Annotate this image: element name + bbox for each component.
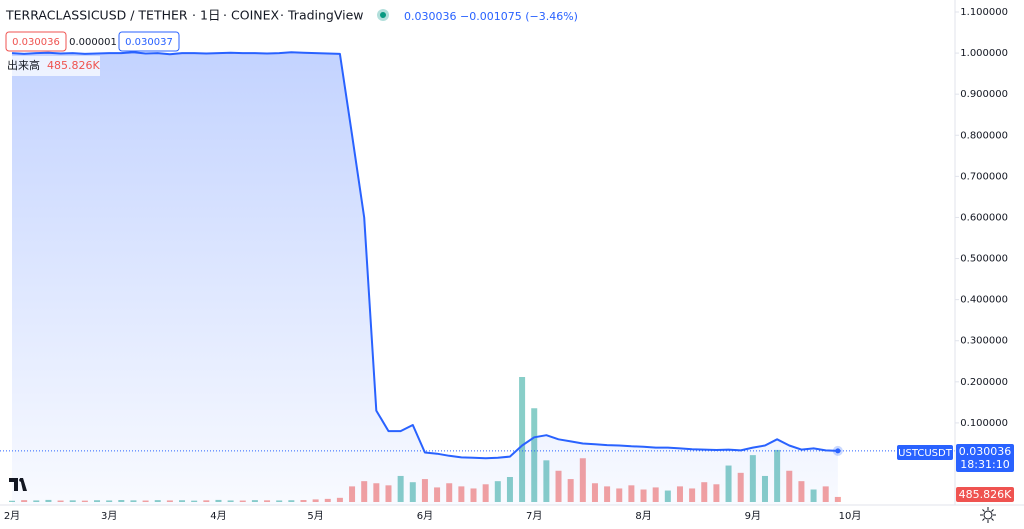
sep: · <box>192 8 196 23</box>
logo-dot <box>19 478 23 482</box>
sep: · <box>223 8 227 23</box>
exchange: COINEX <box>231 8 280 23</box>
y-tick-label: 0.800000 <box>960 130 1008 141</box>
source: TradingView <box>287 8 364 23</box>
x-tick-label: 2月 <box>4 510 20 522</box>
sep: · <box>280 8 284 23</box>
last-price: 0.030036 <box>404 10 457 23</box>
sun-core <box>983 510 993 520</box>
volume-tag <box>956 487 1014 502</box>
status-dot <box>380 12 386 18</box>
sun-rays <box>980 507 996 523</box>
volume-label: 出来高 <box>7 58 40 72</box>
price-line <box>11 51 838 460</box>
price-tag-text: 0.030036 <box>959 445 1012 458</box>
price-tag <box>956 444 1014 472</box>
price-change: −0.001075 (−3.46%) <box>460 10 578 23</box>
volume-bar <box>519 377 526 502</box>
y-tick-label: 0.200000 <box>960 377 1008 388</box>
symbol-tag <box>897 445 953 460</box>
y-tick-label: 0.900000 <box>960 89 1008 100</box>
sell-box[interactable] <box>5 31 67 52</box>
y-tick-label: 1.100000 <box>960 7 1008 18</box>
settings-icon[interactable] <box>980 507 996 523</box>
volume-legend-bg <box>2 56 100 76</box>
plot <box>0 51 955 506</box>
symbol: TERRACLASSICUSD / TETHER <box>5 8 188 23</box>
interval: 1日 <box>200 8 220 23</box>
last-point <box>835 448 841 454</box>
x-tick-label: 5月 <box>307 510 323 522</box>
volume-tag-text: 485.826K <box>959 488 1012 501</box>
y-tick-label: 0.400000 <box>960 295 1008 306</box>
volume-value: 485.826K <box>47 59 100 72</box>
spread: 0.000001 <box>69 37 117 48</box>
sell-price: 0.030036 <box>12 37 60 48</box>
x-tick-label: 7月 <box>526 510 542 522</box>
x-tick-label: 4月 <box>210 510 226 522</box>
x-tick-label: 8月 <box>635 510 651 522</box>
y-tick-label: 0.700000 <box>960 171 1008 182</box>
x-tick-label: 10月 <box>839 510 862 522</box>
y-tick-label: 0.600000 <box>960 212 1008 223</box>
x-tick-label: 9月 <box>745 510 761 522</box>
symbol-tag-text: USTCUSDT <box>898 448 953 459</box>
y-tick-label: 1.000000 <box>960 48 1008 59</box>
y-tick-label: 0.500000 <box>960 254 1008 265</box>
y-tick-label: 0.300000 <box>960 336 1008 347</box>
x-tick-label: 3月 <box>101 510 117 522</box>
y-tick-label: 0.100000 <box>960 418 1008 429</box>
buy-box[interactable] <box>118 31 180 52</box>
logo-shape <box>9 478 27 491</box>
area-fill <box>12 52 838 506</box>
buy-price: 0.030037 <box>125 37 173 48</box>
logo <box>9 478 27 491</box>
countdown: 18:31:10 <box>960 458 1009 471</box>
x-tick-label: 6月 <box>417 510 433 522</box>
